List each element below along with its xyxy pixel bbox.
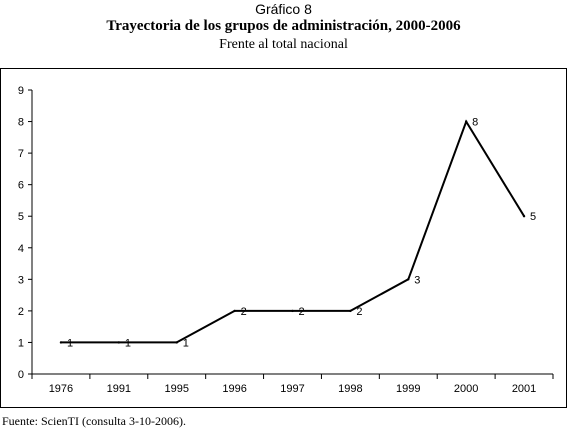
x-tick-label: 1998: [338, 383, 362, 395]
data-label: 2: [241, 306, 247, 318]
data-label: 8: [472, 117, 478, 129]
y-tick-label: 8: [18, 117, 24, 129]
chart-subtitle: Frente al total nacional: [219, 37, 348, 52]
chart-area: 0 1 2 3 4 5 6 7 8 9 1976 1991 1995 1996 1997 1998 1999 20…: [0, 68, 567, 408]
x-tick-label: 2000: [454, 383, 478, 395]
data-label: 2: [299, 306, 305, 318]
chart-title: Trayectoria de los grupos de administrac…: [106, 18, 461, 34]
x-tick-label: 1999: [396, 383, 420, 395]
graphic-number: Gráfico 8: [255, 1, 312, 17]
data-point: [522, 215, 526, 218]
data-label: 1: [183, 337, 189, 349]
data-label: 1: [125, 337, 131, 349]
data-point: [59, 341, 63, 344]
x-tick-label: 1991: [107, 383, 131, 395]
data-label: 5: [530, 211, 536, 223]
y-tick-label: 3: [18, 274, 24, 286]
data-label: 3: [414, 274, 420, 286]
data-point: [464, 120, 468, 123]
y-tick-label: 9: [18, 85, 24, 97]
source-note: Fuente: ScienTI (consulta 3-10-2006).: [2, 414, 186, 428]
y-tick-label: 4: [18, 243, 24, 255]
y-tick-label: 2: [18, 306, 24, 318]
data-label: 2: [356, 306, 362, 318]
series-line: [60, 119, 525, 344]
data-point: [349, 309, 352, 313]
x-tick-label: 1996: [222, 383, 246, 395]
data-point: [175, 341, 178, 344]
data-point: [117, 341, 121, 344]
data-point: [233, 309, 236, 313]
x-tick-label: 2001: [512, 383, 536, 395]
x-tick-label: 1995: [164, 383, 188, 395]
data-point: [407, 278, 410, 281]
y-tick-label: 6: [18, 180, 24, 192]
y-tick-label: 0: [18, 369, 24, 381]
x-tick-label: 1997: [280, 383, 304, 395]
y-tick-label: 1: [18, 337, 24, 349]
x-tick-label: 1976: [49, 383, 73, 395]
data-point: [291, 309, 294, 313]
y-tick-label: 7: [18, 148, 24, 160]
line-chart: 0 1 2 3 4 5 6 7 8 9 1976 1991 1995 1996 1997 1998 1999 20…: [18, 85, 554, 395]
y-tick-label: 5: [18, 211, 24, 223]
data-label: 1: [67, 337, 73, 349]
